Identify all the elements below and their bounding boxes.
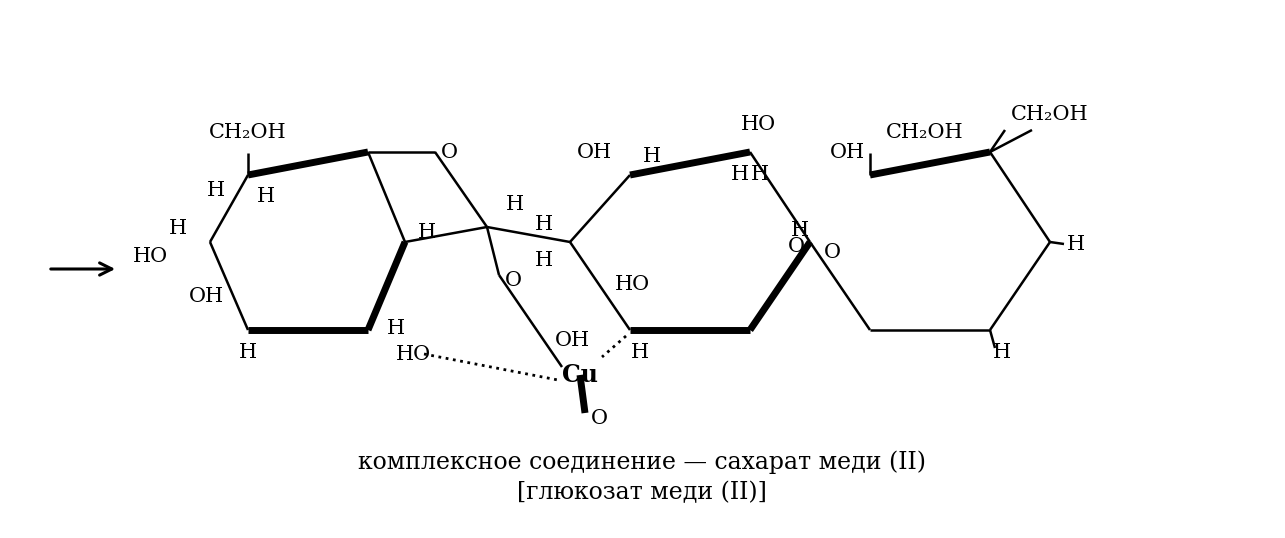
Text: [глюкозат меди (II)]: [глюкозат меди (II)] [517, 482, 767, 505]
Text: OH: OH [830, 144, 865, 162]
Text: H: H [731, 165, 749, 183]
Text: H: H [535, 215, 553, 233]
Text: CH₂OH: CH₂OH [209, 124, 287, 143]
Text: H: H [642, 147, 660, 166]
Text: HO: HO [396, 344, 432, 364]
Text: HO: HO [132, 246, 168, 265]
Text: H: H [1067, 235, 1085, 253]
Text: H: H [631, 343, 649, 362]
Text: O: O [505, 272, 522, 291]
Text: OH: OH [577, 144, 612, 162]
Text: O: O [824, 243, 840, 261]
Text: Cu: Cu [562, 363, 598, 387]
Text: HO: HO [616, 274, 650, 294]
Text: CH₂OH: CH₂OH [1011, 104, 1088, 124]
Text: H: H [207, 181, 225, 201]
Text: H: H [257, 188, 275, 207]
Text: H: H [750, 165, 768, 183]
Text: H: H [239, 343, 257, 362]
Text: комплексное соединение — сахарат меди (II): комплексное соединение — сахарат меди (I… [359, 450, 926, 474]
Text: HO: HO [740, 115, 776, 133]
Text: H: H [993, 343, 1011, 362]
Text: O: O [788, 237, 804, 257]
Text: H: H [387, 318, 405, 337]
Text: H: H [506, 195, 524, 215]
Text: H: H [168, 218, 188, 237]
Text: OH: OH [189, 287, 224, 306]
Text: OH: OH [555, 330, 590, 350]
Text: H: H [418, 223, 436, 242]
Text: O: O [591, 409, 608, 428]
Text: H: H [792, 221, 810, 239]
Text: CH₂OH: CH₂OH [887, 124, 964, 143]
Text: H: H [535, 251, 553, 270]
Text: O: O [441, 143, 457, 161]
